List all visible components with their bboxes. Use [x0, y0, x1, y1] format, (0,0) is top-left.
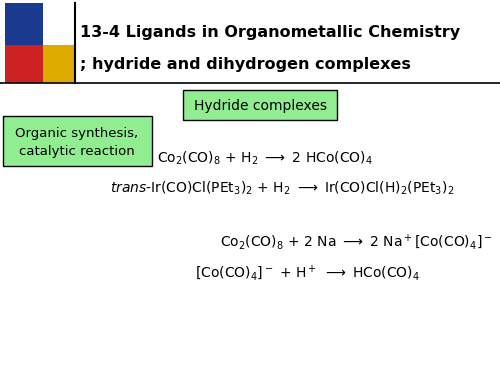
Text: Organic synthesis,: Organic synthesis,: [16, 127, 138, 141]
Text: 13-4 Ligands in Organometallic Chemistry: 13-4 Ligands in Organometallic Chemistry: [80, 24, 460, 39]
Bar: [5, 45, 43, 83]
FancyBboxPatch shape: [183, 90, 337, 120]
Text: catalytic reaction: catalytic reaction: [19, 144, 135, 158]
Text: Co$_2$(CO)$_8$ + 2 Na $\longrightarrow$ 2 Na$^+$[Co(CO)$_4$]$^-$: Co$_2$(CO)$_8$ + 2 Na $\longrightarrow$ …: [220, 232, 492, 252]
FancyBboxPatch shape: [3, 116, 152, 166]
Text: [Co(CO)$_4$]$^-$ + H$^+$ $\longrightarrow$ HCo(CO)$_4$: [Co(CO)$_4$]$^-$ + H$^+$ $\longrightarro…: [195, 264, 420, 282]
Text: Co$_2$(CO)$_8$ + H$_2$ $\longrightarrow$ 2 HCo(CO)$_4$: Co$_2$(CO)$_8$ + H$_2$ $\longrightarrow$…: [157, 149, 373, 167]
Text: ; hydride and dihydrogen complexes: ; hydride and dihydrogen complexes: [80, 58, 411, 73]
Bar: [43, 45, 75, 83]
Text: $\mathit{trans}$-Ir(CO)Cl(PEt$_3$)$_2$ + H$_2$ $\longrightarrow$ Ir(CO)Cl(H)$_2$: $\mathit{trans}$-Ir(CO)Cl(PEt$_3$)$_2$ +…: [110, 179, 454, 197]
Text: Hydride complexes: Hydride complexes: [194, 99, 326, 113]
Bar: [5, 3, 43, 45]
